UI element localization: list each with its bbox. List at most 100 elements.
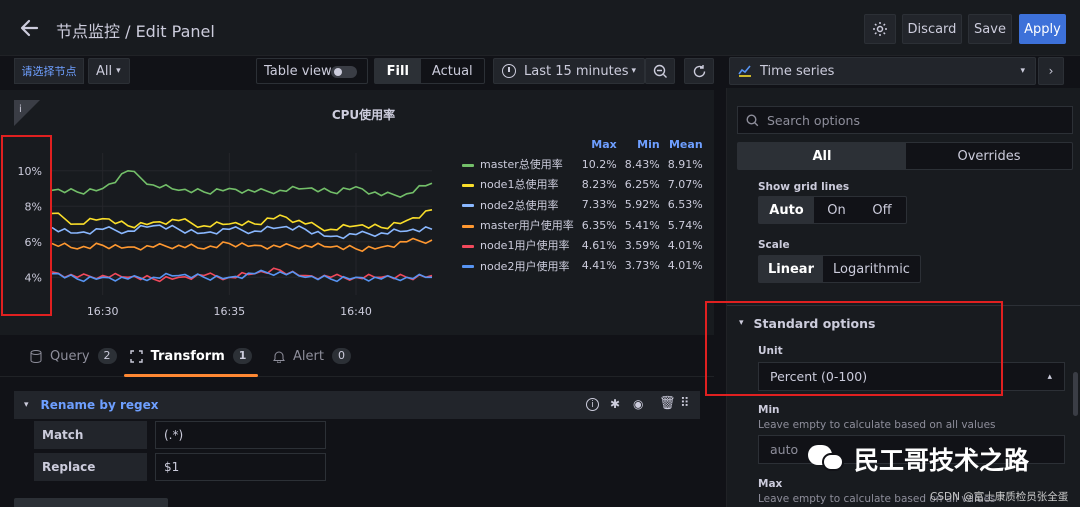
variable-label: 请选择节点 <box>14 58 84 84</box>
legend-row[interactable]: node2用户使用率 4.41% 3.73% 4.01% <box>458 255 707 275</box>
transform-title: Rename by regex <box>40 398 159 412</box>
tab-transform[interactable]: Transform 1 <box>124 335 258 377</box>
table-view-toggle[interactable]: Table view <box>256 58 368 84</box>
legend-series-name[interactable]: master用户使用率 <box>458 215 578 235</box>
help-icon[interactable]: i <box>586 398 599 411</box>
database-icon <box>30 349 42 363</box>
legend-mean: 4.01% <box>667 238 703 252</box>
settings-button[interactable] <box>864 14 896 44</box>
legend-series-name[interactable]: node2总使用率 <box>458 195 578 215</box>
grid-option-auto[interactable]: Auto <box>759 197 814 223</box>
options-scrollbar[interactable] <box>1073 372 1078 416</box>
legend-mean: 7.07% <box>667 177 703 191</box>
clock-icon <box>502 64 516 78</box>
search-options-input[interactable]: Search options <box>737 106 1073 134</box>
add-transformation-button[interactable] <box>14 498 168 507</box>
legend-header-max: Max <box>591 137 617 151</box>
legend-row[interactable]: master用户使用率 6.35% 5.41% 5.74% <box>458 215 707 235</box>
legend-row[interactable]: node1总使用率 8.23% 6.25% 7.07% <box>458 174 707 194</box>
options-pane: Search options All Overrides Show grid l… <box>726 88 1080 507</box>
legend-swatch <box>462 163 474 167</box>
legend-series-name[interactable]: node2用户使用率 <box>458 255 578 275</box>
replace-input[interactable]: $1 <box>155 453 326 481</box>
time-range-label: Last 15 minutes <box>524 63 629 79</box>
legend-swatch <box>462 265 474 269</box>
wechat-watermark-text: 民工哥技术之路 <box>854 446 1030 475</box>
legend-series-name[interactable]: node1用户使用率 <box>458 235 578 255</box>
legend-mean: 8.91% <box>667 157 703 171</box>
discard-button[interactable]: Discard <box>902 14 962 44</box>
time-series-icon <box>738 65 751 77</box>
drag-handle-icon[interactable]: ⠿ <box>680 396 690 411</box>
apply-button[interactable]: Apply <box>1019 14 1066 44</box>
zoom-out-button[interactable] <box>645 58 675 84</box>
tab-alert-label: Alert <box>293 348 324 364</box>
legend-row[interactable]: node2总使用率 7.33% 5.92% 6.53% <box>458 195 707 215</box>
legend-min: 5.41% <box>624 218 660 232</box>
svg-text:i: i <box>19 104 22 115</box>
match-input[interactable]: (.*) <box>155 421 326 449</box>
visualization-picker[interactable]: Time series ▾ <box>729 57 1036 85</box>
wechat-logo-icon <box>808 445 846 473</box>
actual-option[interactable]: Actual <box>431 63 473 79</box>
legend-row[interactable]: node1用户使用率 4.61% 3.59% 4.01% <box>458 235 707 255</box>
trash-icon[interactable]: 🗑 <box>659 396 676 411</box>
legend-swatch <box>462 224 474 228</box>
tab-alert[interactable]: Alert 0 <box>273 335 351 377</box>
unit-select[interactable]: Percent (0-100) ▴ <box>758 362 1065 391</box>
series-line-2 <box>51 209 433 232</box>
time-range-picker[interactable]: Last 15 minutes ▾ <box>493 58 645 84</box>
legend-min: 3.73% <box>624 259 660 273</box>
collapse-options-button[interactable]: › <box>1038 57 1064 85</box>
tab-query[interactable]: Query 2 <box>30 335 117 377</box>
standard-options-header[interactable]: ▾ Standard options <box>739 314 875 332</box>
scale-option-linear[interactable]: Linear <box>759 256 823 282</box>
info-icon[interactable]: i <box>14 100 40 126</box>
x-tick-label: 16:35 <box>213 305 245 318</box>
legend-series-name[interactable]: node1总使用率 <box>458 174 578 194</box>
top-bar: 节点监控 / Edit Panel Discard Save Apply <box>0 0 1080 56</box>
tab-query-count: 2 <box>97 348 117 364</box>
variable-select[interactable]: All ▾ <box>88 58 130 84</box>
legend-mean: 5.74% <box>667 218 703 232</box>
section-divider <box>727 305 1080 306</box>
grid-option-off[interactable]: Off <box>872 202 892 218</box>
back-icon[interactable] <box>18 17 40 39</box>
scale-option-logarithmic[interactable]: Logarithmic <box>833 261 910 277</box>
visualization-label: Time series <box>760 63 835 79</box>
legend-header-mean: Mean <box>668 137 703 151</box>
editor-tabs: Query 2 Transform 1 Alert 0 <box>0 335 714 377</box>
tab-transform-label: Transform <box>150 348 225 364</box>
debug-icon[interactable]: ✱ <box>610 397 621 411</box>
standard-options-title: Standard options <box>753 315 876 331</box>
fill-option[interactable]: Fill <box>375 59 421 83</box>
legend-max: 10.2% <box>581 157 617 171</box>
legend-row[interactable]: master总使用率 10.2% 8.43% 8.91% <box>458 154 707 174</box>
transform-header[interactable]: ▾ Rename by regex i ✱ ◉ 🗑 ⠿ <box>14 391 700 419</box>
series-line-5 <box>51 267 433 283</box>
panel-title: CPU使用率 <box>331 108 396 122</box>
chevron-down-icon: ▾ <box>1020 66 1025 76</box>
bell-icon <box>273 351 285 363</box>
grid-option-on[interactable]: On <box>827 202 846 218</box>
zoom-out-icon <box>653 64 667 78</box>
refresh-button[interactable] <box>684 58 714 84</box>
legend-mean: 4.01% <box>667 259 703 273</box>
toggle-switch[interactable] <box>331 66 357 78</box>
legend-series-name[interactable]: master总使用率 <box>458 154 578 174</box>
wechat-watermark: 民工哥技术之路 <box>808 441 1029 477</box>
transform-icon <box>129 349 143 363</box>
tab-all[interactable]: All <box>738 143 906 169</box>
legend-swatch <box>462 204 474 208</box>
tab-overrides[interactable]: Overrides <box>957 148 1021 164</box>
y-tick-label: 8% <box>25 200 42 213</box>
chevron-down-icon[interactable]: ▾ <box>24 400 29 410</box>
tab-transform-count: 1 <box>232 348 253 364</box>
tab-query-label: Query <box>50 348 90 364</box>
legend-header-min: Min <box>637 137 660 151</box>
legend-min: 5.92% <box>624 198 660 212</box>
save-button[interactable]: Save <box>968 14 1012 44</box>
eye-icon[interactable]: ◉ <box>633 397 644 411</box>
legend-max: 4.41% <box>581 259 617 273</box>
